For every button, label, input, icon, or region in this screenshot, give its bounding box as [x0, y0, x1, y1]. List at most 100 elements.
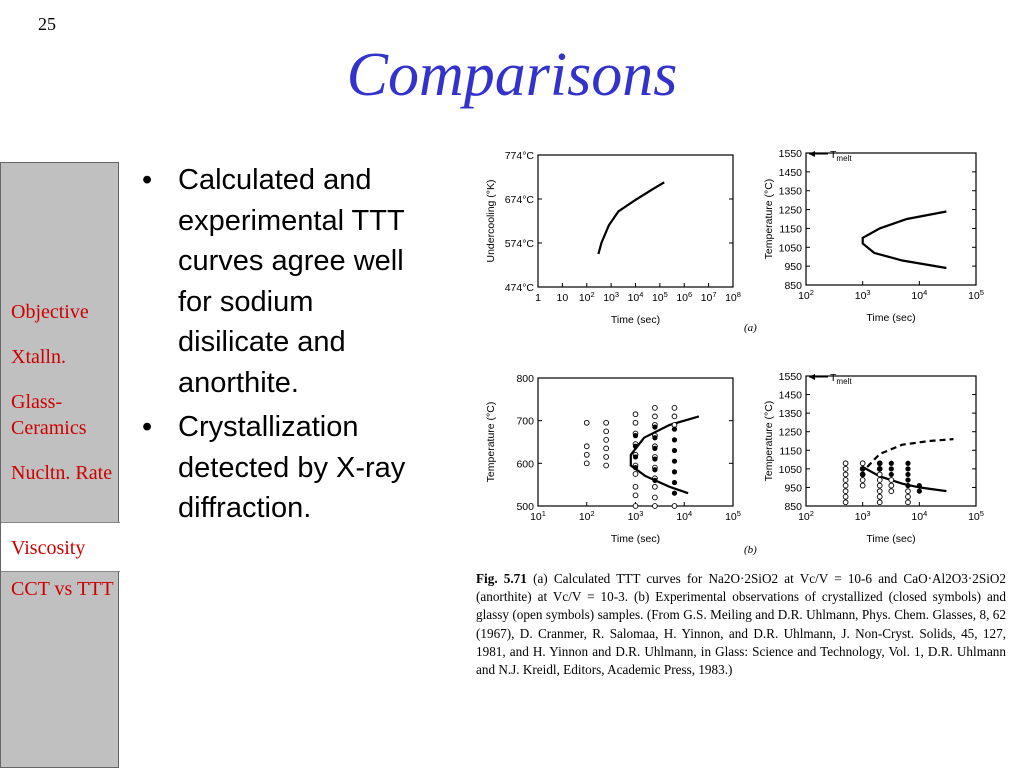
x-axis-label: Time (sec): [611, 314, 660, 326]
y-tick-label: 1450: [779, 390, 803, 402]
crystallized-point: [905, 482, 911, 489]
crystallized-point: [877, 460, 883, 466]
crystallized-point: [632, 454, 639, 460]
glassy-point: [603, 462, 609, 469]
x-axis-label: Time (sec): [866, 533, 915, 545]
crystallized-point: [888, 466, 894, 472]
x-tick-label: 103: [628, 509, 644, 523]
glassy-point: [859, 460, 866, 467]
tmelt-arrowhead: [809, 151, 815, 157]
y-axis-label: Undercooling (°K): [485, 180, 497, 263]
x-tick-label: 103: [855, 509, 871, 523]
crystallized-point: [632, 443, 639, 449]
bullet-dot: •: [142, 164, 153, 196]
glassy-point: [671, 405, 678, 411]
x-tick-label: 104: [911, 288, 927, 302]
x-tick-label: 106: [676, 290, 692, 304]
y-tick-label: 674°C: [505, 194, 535, 206]
crystallized-point: [671, 458, 678, 464]
nav-item-cct-vs-ttt[interactable]: CCT vs TTT: [11, 578, 114, 600]
x-tick-label: 104: [628, 290, 644, 304]
glassy-point: [842, 488, 849, 494]
glassy-point: [842, 499, 849, 506]
x-tick-label: 103: [603, 290, 619, 304]
glassy-point: [603, 454, 609, 460]
crystallized-point: [652, 456, 658, 462]
x-tick-label: 1: [535, 292, 541, 304]
glassy-point: [842, 482, 849, 489]
y-tick-label: 500: [516, 501, 534, 513]
glassy-point: [652, 483, 658, 490]
bullet-text: Crystallization detected by X-ray diffra…: [178, 411, 406, 524]
tmelt-label: Tmelt: [830, 149, 852, 163]
panel-label-a: (a): [744, 322, 757, 334]
nav-item-xtalln[interactable]: Xtalln.: [11, 346, 66, 368]
nav-item-nucltn-rate[interactable]: Nucltn. Rate: [11, 462, 113, 484]
glassy-point: [876, 499, 883, 506]
nav-item-glass-ceramics[interactable]: Glass-Ceramics: [11, 391, 87, 439]
glassy-point: [888, 477, 895, 483]
y-tick-label: 950: [784, 482, 802, 494]
crystallized-point: [877, 466, 883, 472]
glassy-point: [603, 445, 609, 452]
bullet-item: • Calculated and experimental TTT curves…: [138, 160, 428, 403]
ttt-curve: [597, 181, 665, 255]
plot-frame: [805, 375, 977, 507]
y-tick-label: 950: [784, 261, 802, 273]
plot-frame: [537, 154, 734, 288]
panel-label-b: (b): [744, 544, 757, 556]
crystallized-point: [860, 471, 866, 478]
glassy-point: [671, 503, 678, 509]
y-tick-label: 1350: [779, 408, 803, 420]
glassy-point: [652, 413, 658, 420]
y-tick-label: 1250: [779, 427, 803, 439]
ttt-curve: [862, 466, 947, 493]
glassy-point: [632, 411, 639, 418]
caption-label: Fig. 5.71: [476, 571, 527, 586]
crystallized-point: [671, 490, 678, 496]
crystallized-point: [888, 460, 894, 466]
crystallized-point: [671, 437, 678, 443]
crystallized-point: [916, 482, 922, 489]
x-tick-label: 105: [652, 290, 668, 304]
nav-item-viscosity[interactable]: Viscosity: [1, 522, 120, 572]
glassy-point: [671, 413, 678, 420]
crystallized-point: [671, 479, 678, 486]
crystallized-point: [905, 460, 911, 466]
ttt-curve-dashed: [866, 438, 954, 468]
glassy-point: [652, 494, 658, 501]
bullet-list: • Calculated and experimental TTT curves…: [138, 160, 428, 533]
crystallized-point: [652, 467, 658, 473]
bullet-dot: •: [142, 411, 153, 443]
glassy-point: [876, 488, 883, 494]
x-tick-label: 105: [968, 288, 984, 302]
figure-caption: Fig. 5.71 (a) Calculated TTT curves for …: [476, 570, 1006, 679]
crystallized-point: [916, 488, 922, 494]
glassy-point: [842, 493, 849, 500]
crystallized-point: [652, 477, 658, 483]
y-axis-label: Temperature (°C): [763, 179, 775, 260]
y-tick-label: 700: [516, 416, 534, 428]
crystallized-point: [652, 445, 658, 451]
x-tick-label: 108: [725, 290, 741, 304]
glassy-point: [603, 428, 609, 435]
glassy-point: [876, 493, 883, 500]
x-tick-label: 102: [579, 509, 595, 523]
glassy-point: [905, 499, 911, 506]
y-tick-label: 1450: [779, 167, 803, 179]
crystallized-point: [905, 466, 911, 472]
page-number: 25: [38, 14, 56, 34]
y-tick-label: 574°C: [505, 238, 535, 250]
nav-item-objective[interactable]: Objective: [11, 301, 89, 323]
sidebar: Objective Xtalln. Glass-Ceramics Nucltn.…: [0, 162, 120, 768]
y-axis-label: Temperature (°C): [485, 402, 497, 483]
glassy-point: [859, 482, 866, 489]
glassy-point: [859, 477, 866, 483]
y-tick-label: 774°C: [505, 150, 535, 162]
glassy-point: [583, 419, 590, 426]
x-tick-label: 103: [855, 288, 871, 302]
glassy-point: [842, 466, 849, 472]
crystallized-point: [671, 469, 678, 475]
crystallized-point: [632, 465, 639, 471]
glassy-point: [632, 483, 639, 490]
